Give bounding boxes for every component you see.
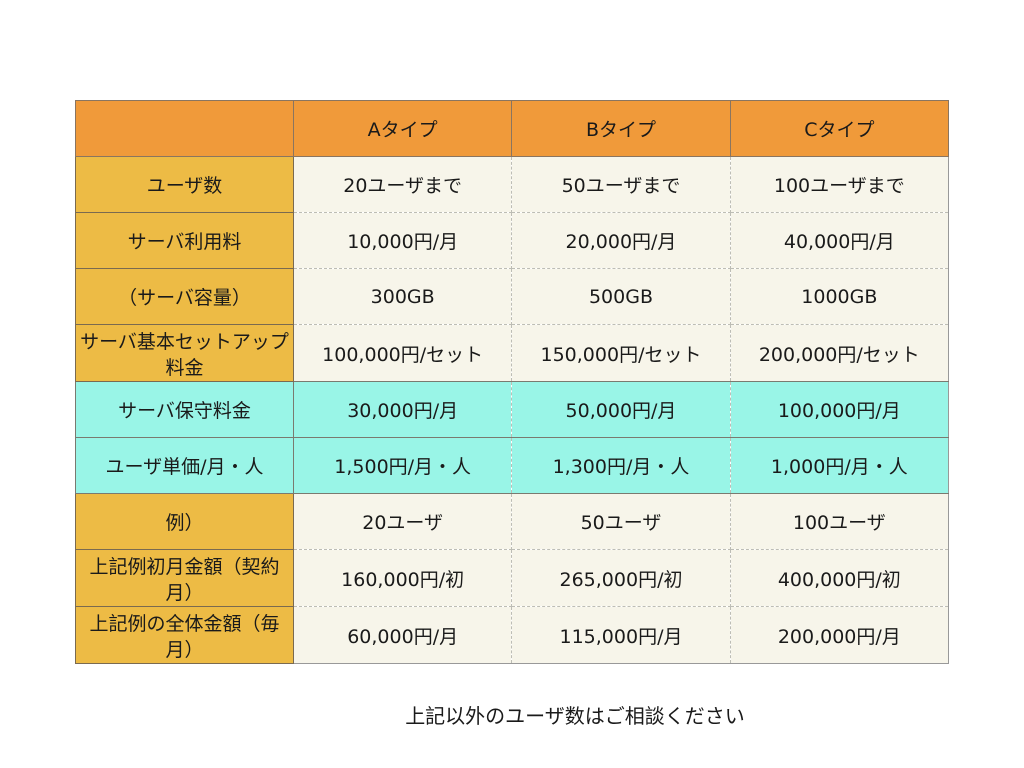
table-cell: 200,000円/セット: [729, 324, 950, 382]
row-label-text: 上記例初月金額（契約月）: [89, 556, 280, 604]
header-type-c: Cタイプ: [729, 100, 950, 157]
row-label: （サーバ容量）: [75, 268, 294, 325]
table-cell: 200,000円/月: [729, 606, 950, 664]
table-row: サーバ保守料金 30,000円/月 50,000円/月 100,000円/月: [75, 381, 950, 438]
table-cell: 10,000円/月: [292, 212, 513, 269]
table-row: 例） 20ユーザ 50ユーザ 100ユーザ: [75, 493, 950, 550]
table-cell: 500GB: [511, 268, 731, 325]
header-corner: [75, 100, 294, 157]
table-cell: 1,000円/月・人: [729, 437, 950, 494]
row-label: 上記例の全体金額（毎月）: [75, 606, 294, 664]
table-cell: 115,000円/月: [511, 606, 731, 664]
table-cell: 100ユーザまで: [729, 156, 950, 213]
header-type-a: Aタイプ: [292, 100, 513, 157]
table-row: 上記例初月金額（契約月） 160,000円/初 265,000円/初 400,000円…: [75, 549, 950, 607]
row-label: サーバ利用料: [75, 212, 294, 269]
table-row: サーバ利用料 10,000円/月 20,000円/月 40,000円/月: [75, 212, 950, 269]
row-label-text: サーバ保守料金: [118, 400, 251, 422]
footnote: 上記以外のユーザ数はご相談ください: [405, 704, 745, 728]
table-cell: 40,000円/月: [729, 212, 950, 269]
row-label: 例）: [75, 493, 294, 550]
row-label: サーバ保守料金: [75, 381, 294, 438]
table-row: （サーバ容量） 300GB 500GB 1000GB: [75, 268, 950, 325]
table-cell: 1,500円/月・人: [292, 437, 513, 494]
table-cell: 100,000円/セット: [292, 324, 513, 382]
table-cell: 50ユーザまで: [511, 156, 731, 213]
row-label-text: 上記例の全体金額（毎月）: [89, 613, 280, 661]
header-type-b: Bタイプ: [511, 100, 731, 157]
table-cell: 50,000円/月: [511, 381, 731, 438]
table-row: 上記例の全体金額（毎月） 60,000円/月 115,000円/月 200,000円/…: [75, 606, 950, 664]
table-cell: 300GB: [292, 268, 513, 325]
table-row: ユーザ単価/月・人 1,500円/月・人 1,300円/月・人 1,000円/月・人: [75, 437, 950, 494]
row-label-text: ユーザ単価/月・人: [105, 456, 264, 478]
table-cell: 265,000円/初: [511, 549, 731, 607]
table-cell: 150,000円/セット: [511, 324, 731, 382]
row-label: ユーザ数: [75, 156, 294, 213]
table-cell: 60,000円/月: [292, 606, 513, 664]
table-cell: 160,000円/初: [292, 549, 513, 607]
table-row: サーバ基本セットアップ料金 100,000円/セット 150,000円/セット 200…: [75, 324, 950, 382]
table-cell: 20,000円/月: [511, 212, 731, 269]
table-cell: 20ユーザまで: [292, 156, 513, 213]
table-cell: 100ユーザ: [729, 493, 950, 550]
header-row: Aタイプ Bタイプ Cタイプ: [75, 100, 950, 157]
table-cell: 30,000円/月: [292, 381, 513, 438]
row-label: サーバ基本セットアップ料金: [75, 324, 294, 382]
row-label-text: （サーバ容量）: [118, 287, 251, 309]
row-label-text: サーバ利用料: [127, 231, 242, 253]
row-label-text: ユーザ数: [146, 175, 223, 197]
row-label: 上記例初月金額（契約月）: [75, 549, 294, 607]
row-label-text: 例）: [165, 512, 204, 534]
pricing-table: Aタイプ Bタイプ Cタイプ ユーザ数 20ユーザまで 50ユーザまで 100ユーザま…: [75, 100, 950, 664]
table-cell: 20ユーザ: [292, 493, 513, 550]
row-label-text: サーバ基本セットアップ料金: [80, 331, 289, 379]
table-cell: 50ユーザ: [511, 493, 731, 550]
table-row: ユーザ数 20ユーザまで 50ユーザまで 100ユーザまで: [75, 156, 950, 213]
table-cell: 1,300円/月・人: [511, 437, 731, 494]
table-cell: 1000GB: [729, 268, 950, 325]
table-cell: 400,000円/初: [729, 549, 950, 607]
table-cell: 100,000円/月: [729, 381, 950, 438]
row-label: ユーザ単価/月・人: [75, 437, 294, 494]
